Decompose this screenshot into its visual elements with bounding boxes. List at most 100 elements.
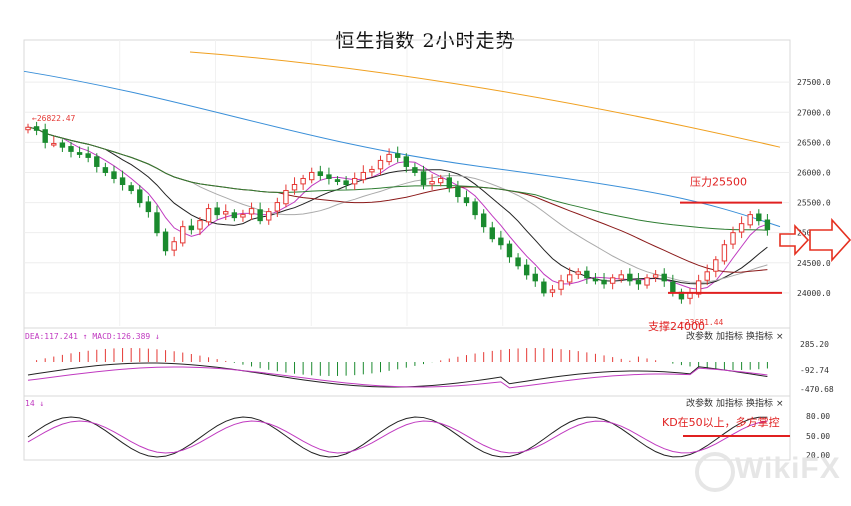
ma10-line — [27, 126, 768, 285]
candle-body — [180, 226, 186, 244]
candlesticks — [25, 121, 771, 305]
candle-body — [609, 277, 616, 284]
candle-body — [670, 281, 676, 294]
macd-panel: DEA:117.241 ↑ MACD:126.389 ↓ 改参数 加指标 换指标 × 28… — [25, 330, 834, 394]
y-tick-label: 24500.0 — [797, 259, 831, 268]
watermark-logo-icon — [695, 452, 735, 492]
candle-body — [334, 179, 341, 182]
ma250-line — [189, 51, 781, 148]
candle-body — [283, 190, 289, 205]
candle-body — [102, 167, 109, 173]
candle-body — [756, 213, 762, 222]
candle-body — [695, 280, 702, 295]
chart-title: 恒生指数 2小时走势 — [335, 30, 516, 52]
candle-body — [541, 281, 547, 294]
candle-body — [25, 126, 31, 131]
main-y-axis: 27500.027000.026500.026000.025500.025000… — [797, 78, 831, 298]
candle-body — [584, 270, 590, 279]
candle-body — [343, 180, 349, 186]
grid — [24, 40, 790, 326]
candle-body — [738, 223, 745, 233]
ma120-line — [23, 70, 781, 228]
candle-body — [33, 126, 40, 131]
kd-toolbar-1: 加指标 — [716, 397, 743, 409]
candle-body — [489, 227, 495, 240]
candle-body — [352, 177, 358, 185]
candle-body — [231, 212, 238, 219]
support-resistance-levels: ←26822.47 ←23681.44 压力25500 支撑24000 — [32, 114, 782, 333]
watermark: WikiFX — [735, 452, 841, 485]
candle-body — [119, 177, 126, 186]
candle-body — [403, 156, 409, 167]
candle-body — [326, 174, 332, 179]
macd-y-tick: 285.20 — [800, 340, 829, 349]
candle-body — [76, 152, 83, 155]
candle-body — [205, 208, 212, 223]
high-marker-label: ←26822.47 — [32, 114, 76, 123]
kd-y-tick: 50.00 — [806, 432, 830, 441]
macd-header: DEA:117.241 ↑ MACD:126.389 ↓ — [25, 332, 160, 341]
y-tick-label: 27000.0 — [797, 108, 831, 117]
candle-body — [420, 171, 427, 186]
candle-body — [85, 153, 91, 158]
candle-body — [498, 237, 504, 246]
macd-toolbar-0: 改参数 — [686, 330, 713, 342]
macd-dea-line — [27, 366, 768, 389]
candle-body — [558, 280, 564, 290]
y-tick-label: 25500.0 — [797, 199, 831, 208]
candle-body — [721, 244, 728, 262]
kd-panel-frame — [23, 395, 791, 461]
kd-k-line — [27, 416, 768, 458]
candle-body — [257, 209, 263, 222]
candle-body — [369, 168, 375, 173]
candle-body — [446, 177, 452, 189]
candle-body — [515, 257, 521, 267]
y-tick-label: 27500.0 — [797, 78, 831, 87]
candle-body — [575, 271, 581, 275]
support-label: 支撑24000 — [648, 319, 705, 333]
red-arrow-icon — [779, 217, 851, 263]
kd-y-tick: 20.00 — [806, 451, 830, 460]
candle-body — [455, 186, 461, 198]
candle-body — [171, 241, 177, 251]
candle-body — [248, 208, 255, 215]
candle-body — [214, 207, 220, 216]
candle-body — [429, 180, 435, 185]
candle-body — [566, 274, 573, 283]
candle-body — [713, 259, 719, 272]
ma60-line — [27, 126, 768, 231]
candle-body — [51, 143, 57, 146]
candle-body — [652, 274, 659, 278]
candle-body — [42, 129, 48, 143]
candle-body — [730, 232, 736, 245]
candle-body — [223, 211, 229, 215]
kd-toolbar-2: 换指标 — [746, 397, 773, 409]
kd-d-line — [27, 420, 768, 454]
y-tick-label: 26500.0 — [797, 138, 831, 147]
candle-body — [128, 185, 134, 192]
macd-y-tick: -470.68 — [800, 385, 834, 394]
candle-body — [309, 171, 315, 181]
candle-body — [644, 277, 650, 286]
candle-body — [395, 153, 401, 158]
candle-body — [704, 271, 710, 281]
candle-body — [506, 243, 513, 258]
candle-body — [532, 273, 538, 282]
candle-body — [197, 220, 203, 230]
candle-body — [627, 273, 633, 282]
candle-body — [523, 264, 530, 276]
candle-body — [137, 189, 143, 204]
kd-y-tick: 80.00 — [806, 412, 830, 421]
candle-body — [592, 278, 599, 282]
resistance-label: 压力25500 — [690, 176, 747, 189]
candle-body — [94, 156, 100, 167]
kd-toolbar-0: 改参数 — [686, 397, 713, 409]
candle-body — [618, 274, 624, 280]
candle-body — [188, 225, 195, 231]
candle-body — [601, 279, 607, 285]
macd-y-tick: -92.74 — [800, 366, 829, 375]
low-marker-label: ←23681.44 — [680, 318, 724, 327]
candle-body — [360, 171, 367, 181]
candle-body — [111, 171, 117, 179]
moving-average-lines — [23, 51, 781, 290]
